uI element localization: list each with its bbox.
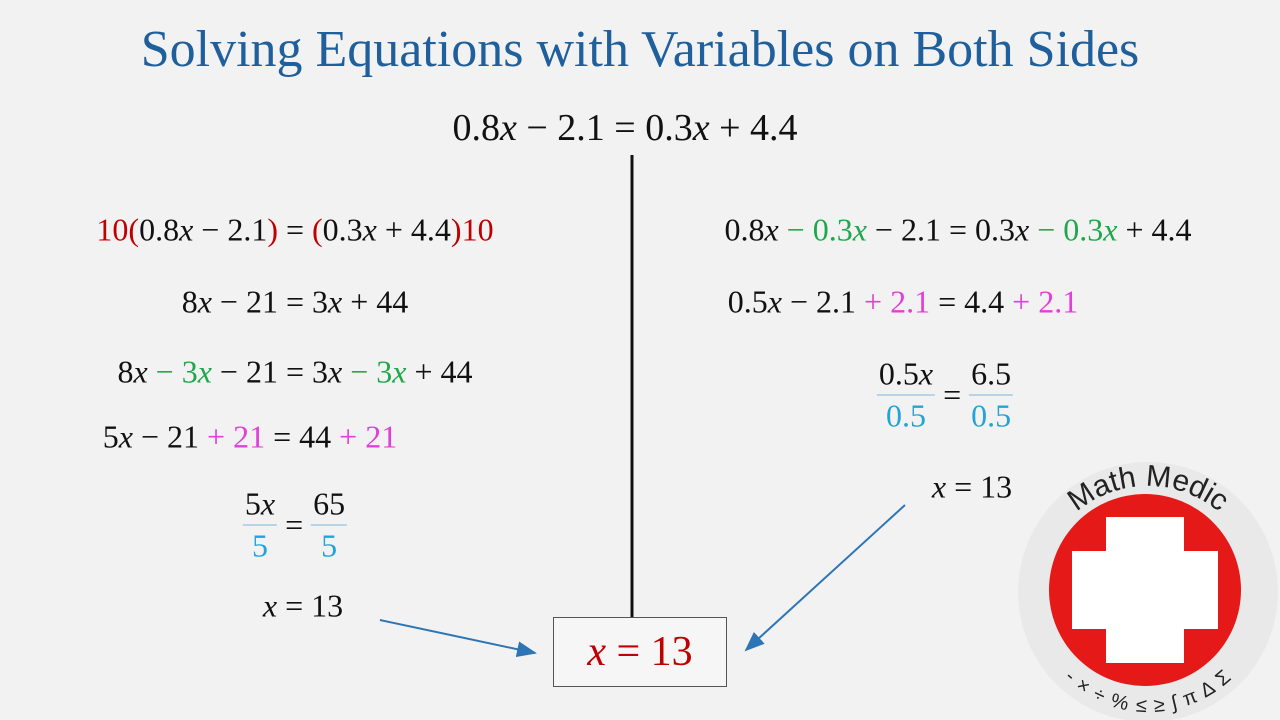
numerator: 65 [311, 486, 348, 526]
step: 10(0.8x − 2.1) = (0.3x + 4.4)10 [96, 212, 493, 249]
segment: + 21 [207, 418, 266, 455]
step: x = 13 [263, 588, 343, 625]
logo-cross [1106, 517, 1184, 663]
segment: = 44 [265, 418, 340, 455]
segment: − 0.3x [1037, 211, 1118, 248]
segment: + 44 [406, 353, 473, 390]
fraction: 65 5 [311, 486, 348, 565]
segment: + 2.1 [1012, 283, 1079, 320]
segment: 0.8x − 2.1 [139, 211, 268, 248]
segment: + 2.1 [864, 283, 931, 320]
segment: − 2.1 = 0.3x [866, 211, 1030, 248]
segment: 0.5x − 2.1 [727, 283, 865, 320]
segment: 8x − 21 = 3x + 44 [181, 283, 409, 320]
step: x = 13 [932, 469, 1012, 506]
segment: − 21 = 3x [211, 353, 343, 390]
step: 0.5x 0.5 = 6.5 0.5 [876, 356, 1014, 435]
segment: − 0.3x [786, 211, 867, 248]
fraction: 5x 5 [242, 486, 278, 565]
step: 5x − 21 + 21 = 44 + 21 [103, 419, 397, 456]
segment: x = 13 [931, 468, 1013, 505]
denominator: 5 [251, 527, 268, 564]
title: Solving Equations with Variables on Both… [140, 21, 1140, 78]
segment: )10 [450, 211, 494, 248]
step: 5x 5 = 65 5 [242, 486, 348, 565]
numerator: 5x [242, 486, 278, 526]
relation: = [285, 506, 304, 543]
segment: 10( [96, 211, 140, 248]
step: 8x − 21 = 3x + 44 [182, 284, 409, 321]
relation: = [943, 376, 962, 413]
segment: ( [312, 211, 323, 248]
segment: x = 13 [262, 587, 344, 624]
segment: + 21 [339, 418, 398, 455]
segment: 8x [117, 353, 148, 390]
segment: 5x − 21 [102, 418, 208, 455]
denominator: 5 [321, 527, 338, 564]
fraction: 6.5 0.5 [969, 356, 1014, 435]
numerator: 0.5x [876, 356, 936, 396]
step: 8x − 3x − 21 = 3x − 3x + 44 [117, 354, 472, 391]
arrow [379, 619, 537, 658]
answer-box: x = 13 [553, 617, 727, 687]
main-equation: 0.8x − 2.1 = 0.3x + 4.4 [452, 107, 798, 149]
segment: − 3x [350, 353, 407, 390]
segment: 0.8x [724, 211, 779, 248]
numerator: 6.5 [969, 356, 1014, 396]
segment: = 4.4 [930, 283, 1013, 320]
answer: x = 13 [587, 629, 693, 675]
arrow [744, 504, 906, 652]
segment: = [277, 211, 313, 248]
step: 0.8x − 0.3x − 2.1 = 0.3x − 0.3x + 4.4 [724, 212, 1191, 249]
segment: ) [267, 211, 278, 248]
fraction: 0.5x 0.5 [876, 356, 936, 435]
denominator: 0.5 [971, 397, 1012, 434]
segment: 0.3x + 4.4 [322, 211, 451, 248]
denominator: 0.5 [885, 397, 926, 434]
segment: + 4.4 [1117, 211, 1192, 248]
step: 0.5x − 2.1 + 2.1 = 4.4 + 2.1 [728, 284, 1078, 321]
segment: − 3x [155, 353, 212, 390]
